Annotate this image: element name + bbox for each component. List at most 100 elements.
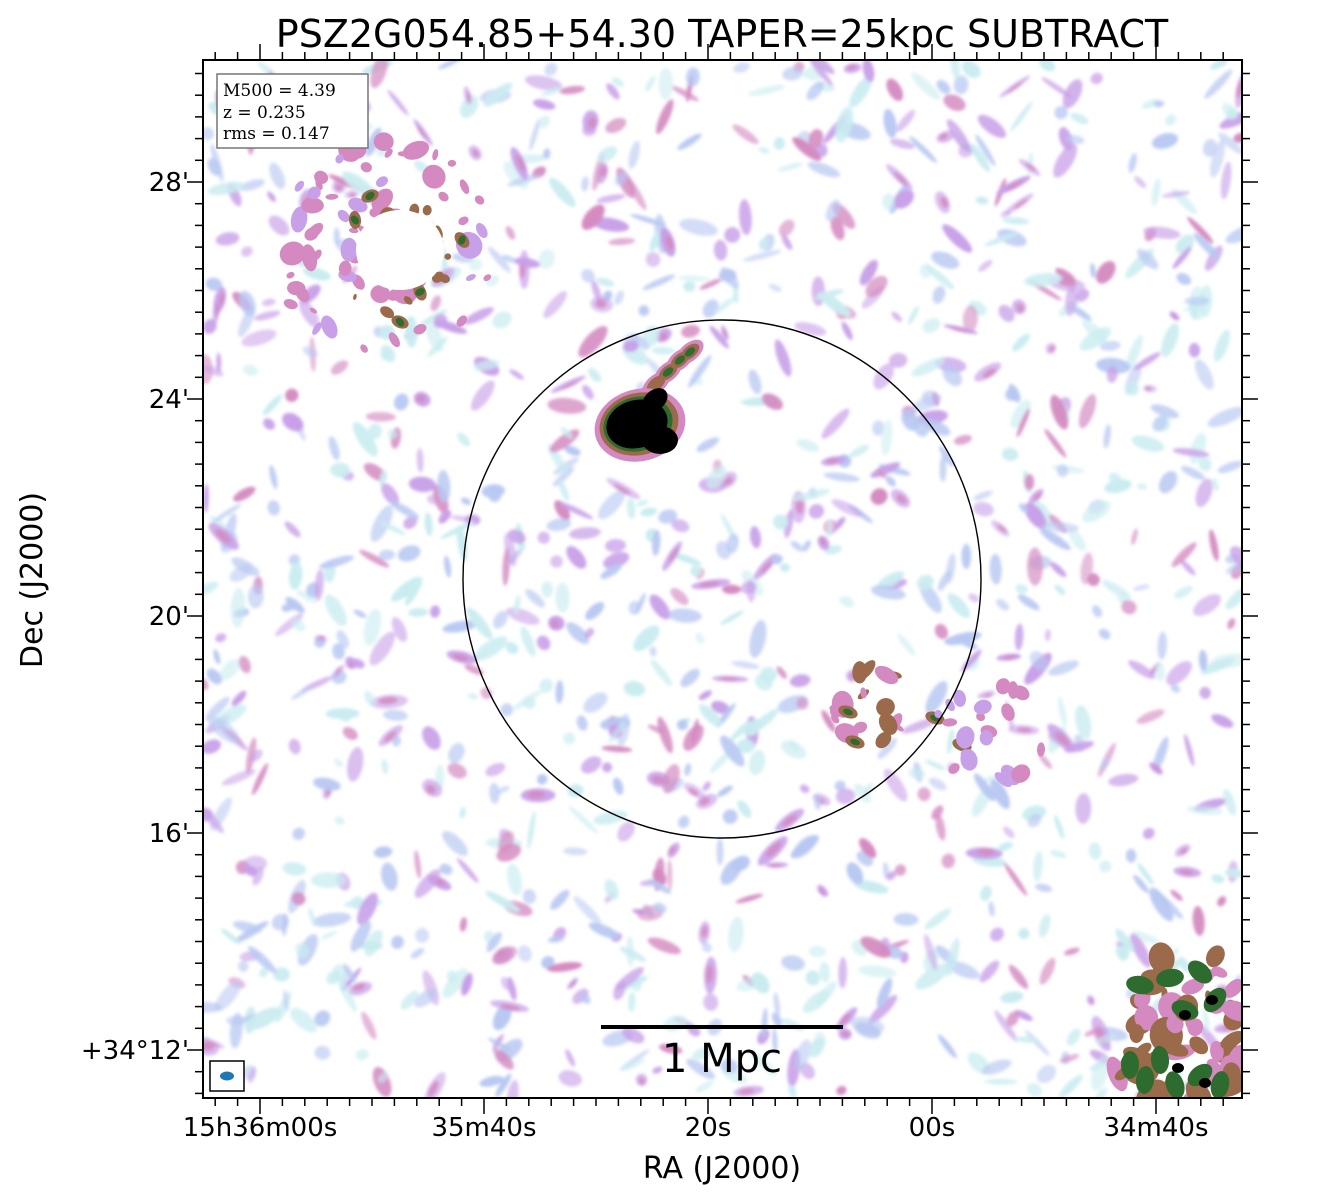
beam-indicator — [209, 1060, 245, 1092]
noise-blob — [778, 219, 795, 237]
noise-blob — [652, 902, 667, 914]
noise-blob — [630, 213, 667, 227]
noise-blob — [546, 518, 572, 531]
noise-blob — [794, 322, 827, 336]
info-box-frame — [216, 73, 369, 149]
noise-blob-core — [1179, 847, 1188, 855]
noise-blob — [282, 412, 304, 432]
noise-blob — [706, 465, 727, 489]
noise-blob — [241, 246, 253, 257]
noise-blob — [591, 217, 630, 232]
lower-right-knot — [1165, 1071, 1185, 1098]
noise-blob — [830, 216, 845, 241]
noise-blob — [1027, 813, 1042, 828]
noise-blob — [953, 75, 969, 95]
noise-blob — [215, 232, 240, 246]
noise-blob — [543, 291, 567, 319]
noise-blob — [695, 632, 705, 644]
noise-blob — [893, 912, 919, 926]
noise-blob — [397, 545, 421, 562]
noise-blob — [882, 193, 896, 210]
noise-blob — [369, 631, 396, 666]
noise-blob — [1038, 914, 1051, 938]
noise-blob — [961, 543, 972, 570]
noise-blob — [947, 593, 970, 618]
noise-blob — [1055, 268, 1076, 283]
noise-blob — [1018, 928, 1030, 940]
noise-blob — [464, 664, 484, 675]
noise-blob — [784, 509, 794, 539]
noise-blob — [251, 763, 269, 796]
noise-blob-core — [659, 332, 668, 341]
noise-blob-core — [325, 789, 331, 796]
noise-blob — [588, 922, 621, 940]
noise-blob — [1006, 1011, 1019, 1027]
noise-blob — [678, 815, 690, 829]
noise-blob — [353, 609, 367, 618]
noise-blob — [916, 574, 934, 591]
upper-left-artifact — [422, 164, 446, 189]
noise-blob — [751, 972, 770, 994]
noise-blob-core — [939, 133, 949, 140]
noise-blob — [710, 749, 732, 773]
noise-blob — [596, 194, 626, 203]
jet-core — [662, 367, 674, 377]
noise-blob — [1075, 289, 1090, 302]
noise-blob — [284, 521, 301, 538]
noise-blob — [1193, 594, 1222, 616]
noise-blob — [271, 913, 290, 931]
noise-blob — [759, 238, 769, 251]
noise-blob — [292, 827, 305, 841]
noise-blob — [290, 1007, 317, 1033]
noise-blob — [649, 231, 661, 252]
noise-blob — [695, 1080, 714, 1093]
noise-blob — [893, 189, 914, 209]
noise-blob — [430, 605, 441, 618]
noise-blob — [1062, 79, 1083, 109]
noise-blob — [563, 732, 576, 745]
noise-blob — [1176, 272, 1192, 286]
noise-blob — [524, 75, 563, 91]
noise-blob — [1000, 210, 1012, 218]
noise-blob — [733, 62, 750, 73]
x-tick-label: 00s — [909, 1113, 956, 1143]
noise-blob — [203, 365, 224, 377]
noise-blob — [1016, 408, 1030, 438]
noise-blob — [936, 79, 951, 94]
noise-blob — [1214, 329, 1230, 362]
right-source — [852, 661, 868, 684]
noise-blob — [1133, 584, 1150, 591]
noise-blob — [1157, 631, 1167, 660]
upper-left-artifact — [348, 197, 368, 213]
noise-blob — [439, 863, 453, 875]
noise-blob — [910, 394, 942, 413]
noise-blob — [253, 310, 281, 321]
noise-blob — [915, 963, 950, 990]
right-source-artifact — [956, 726, 975, 749]
noise-blob — [947, 728, 955, 755]
noise-blob-core — [527, 790, 545, 799]
noise-blob — [773, 514, 789, 530]
noise-blob — [973, 773, 996, 802]
noise-blob — [946, 119, 971, 153]
noise-blob-core — [1153, 765, 1161, 772]
noise-blob — [533, 99, 556, 110]
noise-blob-core — [951, 327, 969, 333]
noise-blob — [565, 1049, 576, 1067]
noise-blob — [990, 778, 1010, 809]
noise-blob — [608, 721, 627, 744]
noise-blob-core — [613, 484, 631, 495]
noise-blob — [1141, 99, 1160, 109]
noise-blob — [604, 879, 619, 900]
noise-blob — [583, 692, 608, 713]
noise-blob — [434, 320, 468, 334]
noise-blob — [207, 158, 221, 176]
noise-blob — [961, 60, 981, 79]
noise-blob-core — [997, 524, 1007, 533]
noise-blob — [205, 277, 223, 291]
noise-blob — [1202, 138, 1217, 157]
noise-blob — [859, 838, 877, 859]
upper-left-ring — [369, 207, 381, 218]
noise-blob — [649, 594, 671, 620]
noise-blob — [230, 587, 246, 628]
